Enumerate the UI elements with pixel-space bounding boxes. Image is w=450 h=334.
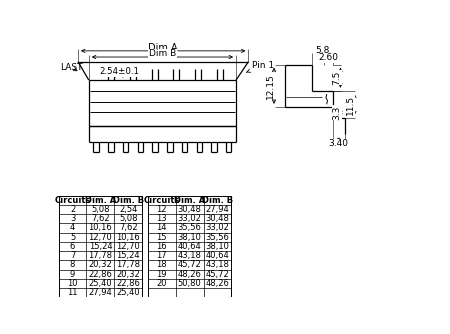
Text: Dim. A: Dim. A — [85, 196, 116, 205]
Text: 2.54±0.1: 2.54±0.1 — [99, 67, 139, 76]
Text: 35,56: 35,56 — [178, 223, 202, 232]
Text: 11.5: 11.5 — [346, 95, 355, 115]
Text: 9: 9 — [70, 270, 75, 279]
Text: Dim. B: Dim. B — [202, 196, 233, 205]
Text: 2: 2 — [70, 205, 75, 214]
Text: 22,86: 22,86 — [89, 270, 112, 279]
Bar — [148, 196, 231, 297]
Text: 27,94: 27,94 — [89, 288, 112, 297]
Bar — [58, 196, 142, 297]
Text: Dim A: Dim A — [148, 43, 178, 53]
Text: 40,64: 40,64 — [178, 242, 202, 251]
Text: 12.15: 12.15 — [266, 73, 274, 99]
Text: 27,94: 27,94 — [206, 205, 230, 214]
Text: 4: 4 — [70, 223, 75, 232]
Text: 7,62: 7,62 — [91, 214, 110, 223]
Text: 33,02: 33,02 — [206, 223, 230, 232]
Text: 35,56: 35,56 — [206, 233, 230, 242]
Text: 10,16: 10,16 — [117, 233, 140, 242]
Text: 16: 16 — [156, 242, 167, 251]
Text: 20,32: 20,32 — [117, 270, 140, 279]
Text: 14: 14 — [157, 223, 167, 232]
Text: 30,48: 30,48 — [178, 205, 202, 214]
Text: 5,08: 5,08 — [119, 214, 138, 223]
Text: 5.8: 5.8 — [315, 46, 330, 55]
Text: 20,32: 20,32 — [89, 261, 112, 270]
Text: 38,10: 38,10 — [206, 242, 230, 251]
Text: 17,78: 17,78 — [89, 251, 112, 260]
Text: 38,10: 38,10 — [178, 233, 202, 242]
Text: 15,24: 15,24 — [89, 242, 112, 251]
Text: 3.40: 3.40 — [328, 139, 349, 148]
Text: 45,72: 45,72 — [178, 261, 202, 270]
Text: 40,64: 40,64 — [206, 251, 230, 260]
Text: 17: 17 — [156, 251, 167, 260]
Text: 25,40: 25,40 — [117, 288, 140, 297]
Text: 2,54: 2,54 — [119, 205, 138, 214]
Text: 10: 10 — [68, 279, 78, 288]
Text: 13: 13 — [156, 214, 167, 223]
Text: 11: 11 — [68, 288, 78, 297]
Text: 50,80: 50,80 — [178, 279, 202, 288]
Text: 2.60: 2.60 — [318, 53, 338, 62]
Text: 7: 7 — [70, 251, 75, 260]
Text: 18: 18 — [156, 261, 167, 270]
Text: 3: 3 — [70, 214, 75, 223]
Text: 6: 6 — [70, 242, 75, 251]
Text: 5: 5 — [70, 233, 75, 242]
Text: 8: 8 — [70, 261, 75, 270]
Text: Dim. A: Dim. A — [174, 196, 205, 205]
Text: 20: 20 — [157, 279, 167, 288]
Text: 3.3: 3.3 — [332, 105, 341, 120]
Text: 43,18: 43,18 — [178, 251, 202, 260]
Text: Circuits: Circuits — [144, 196, 180, 205]
Text: 7,62: 7,62 — [119, 223, 138, 232]
Text: 12,70: 12,70 — [117, 242, 140, 251]
Text: Dim. B: Dim. B — [113, 196, 144, 205]
Text: 19: 19 — [157, 270, 167, 279]
Text: 15,24: 15,24 — [117, 251, 140, 260]
Text: 48,26: 48,26 — [206, 279, 230, 288]
Text: 7.5: 7.5 — [332, 70, 341, 85]
Text: Circuits: Circuits — [54, 196, 91, 205]
Text: 45,72: 45,72 — [206, 270, 230, 279]
Text: 15: 15 — [157, 233, 167, 242]
Text: 48,26: 48,26 — [178, 270, 202, 279]
Text: 12: 12 — [157, 205, 167, 214]
Text: 12,70: 12,70 — [89, 233, 112, 242]
Text: Dim B: Dim B — [149, 49, 176, 58]
Text: LAST: LAST — [60, 63, 83, 72]
Text: 10,16: 10,16 — [89, 223, 112, 232]
Text: Pin 1: Pin 1 — [246, 61, 274, 72]
Text: 30,48: 30,48 — [206, 214, 230, 223]
Text: 43,18: 43,18 — [206, 261, 230, 270]
Text: 22,86: 22,86 — [117, 279, 140, 288]
Text: 5,08: 5,08 — [91, 205, 110, 214]
Text: 33,02: 33,02 — [178, 214, 202, 223]
Text: 17,78: 17,78 — [116, 261, 140, 270]
Text: 25,40: 25,40 — [89, 279, 112, 288]
